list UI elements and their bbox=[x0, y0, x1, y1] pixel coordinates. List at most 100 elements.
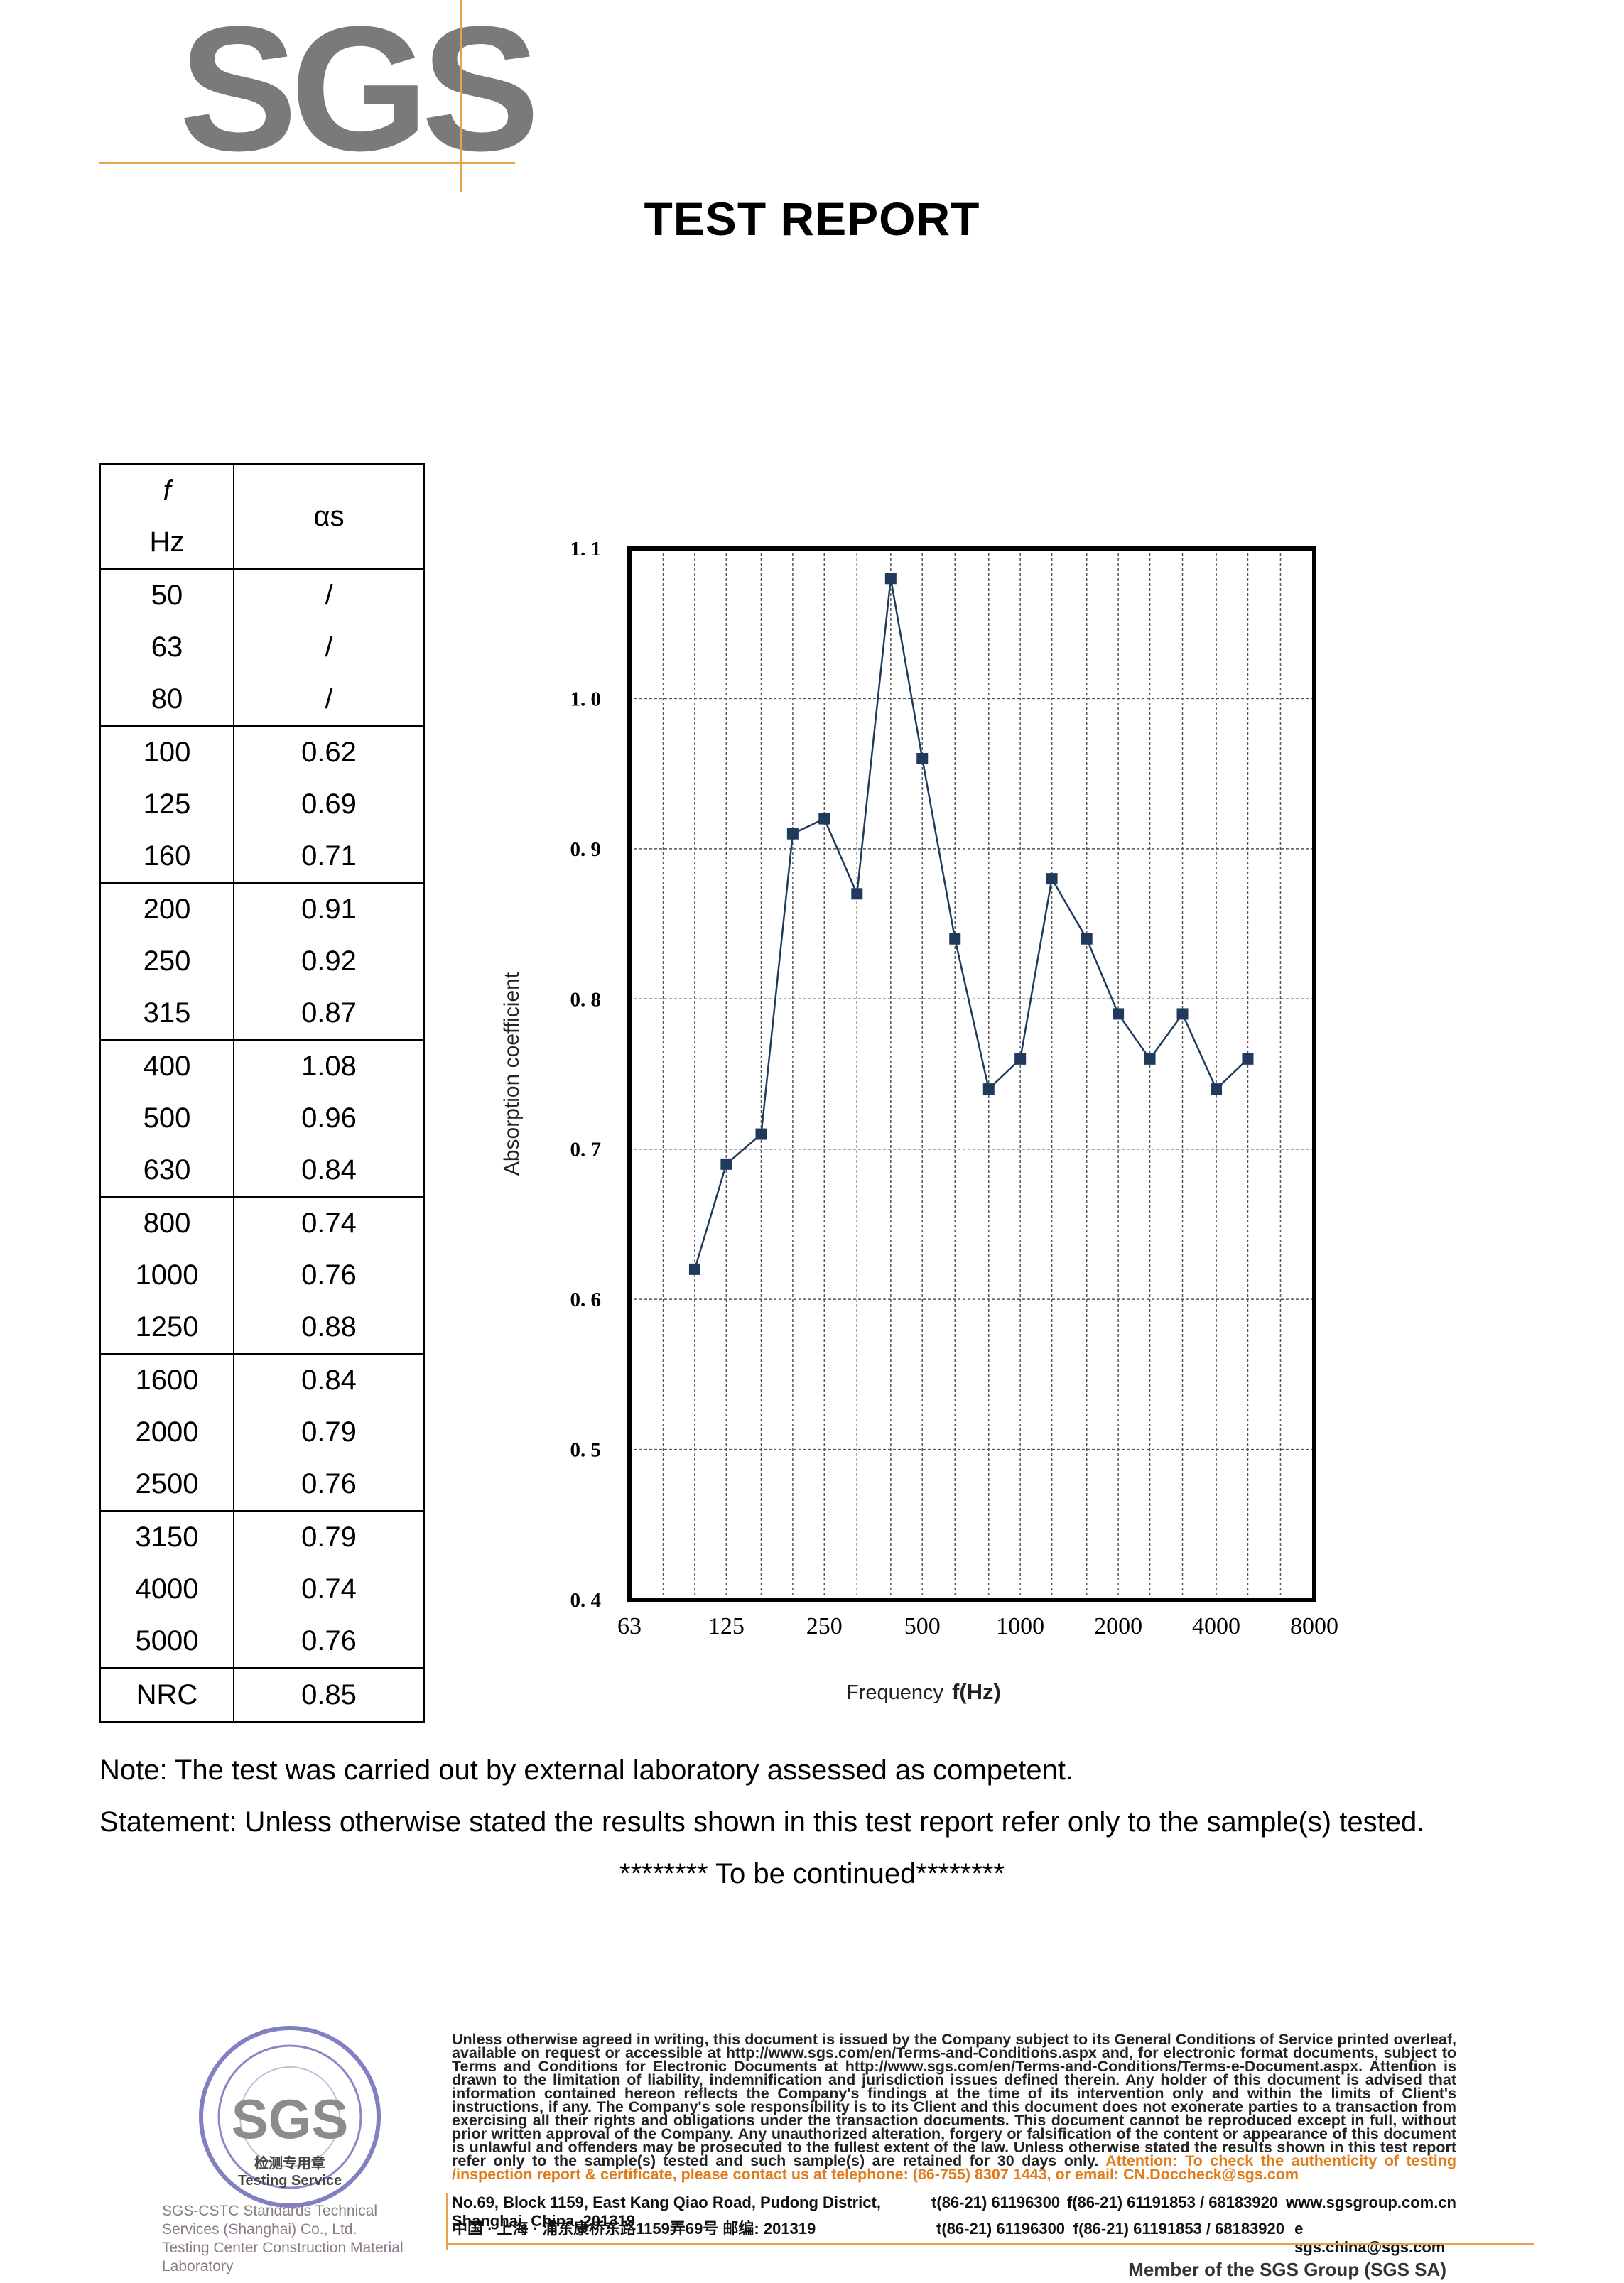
company-stamp: SGS 检测专用章 Testing Service bbox=[199, 2026, 381, 2208]
freq-cell: 250 bbox=[143, 945, 191, 977]
alpha-cell: 0.76 bbox=[301, 1259, 357, 1291]
x-axis-unit: f(Hz) bbox=[952, 1679, 1001, 1704]
freq-cell: 3150 bbox=[135, 1522, 199, 1553]
data-point bbox=[1113, 1008, 1125, 1020]
stamp-caption-2: Testing Center Construction Material Lab… bbox=[162, 2240, 404, 2274]
freq-cell: 500 bbox=[143, 1102, 191, 1134]
data-point bbox=[949, 933, 961, 945]
table-row-group: 3150 4000 5000 0.79 0.74 0.76 bbox=[99, 1510, 425, 1669]
alpha-cell: 0.69 bbox=[301, 788, 357, 820]
freq-cell: 5000 bbox=[135, 1625, 199, 1656]
y-tick-label: 0. 7 bbox=[570, 1139, 602, 1161]
y-tick-label: 1. 1 bbox=[570, 538, 602, 560]
logo-text: SGS bbox=[179, 0, 540, 188]
x-axis-label: Frequency bbox=[846, 1681, 944, 1704]
x-tick-label: 250 bbox=[806, 1613, 843, 1639]
data-point bbox=[1046, 873, 1058, 885]
table-row-group: 100 125 160 0.62 0.69 0.71 bbox=[99, 725, 425, 884]
absorption-table: f Hz αs 50 63 80 / / / 100 125 160 0.62 0.69 0.7… bbox=[99, 463, 425, 1723]
y-tick-label: 0. 8 bbox=[570, 988, 602, 1011]
address-cn: 中国 · 上海 · 浦东康桥东路1159弄69号 邮编: 201319 bbox=[452, 2220, 816, 2238]
website: www.sgsgroup.com.cn bbox=[1286, 2193, 1456, 2211]
nrc-value: 0.85 bbox=[233, 1667, 425, 1723]
legal-text: Unless otherwise agreed in writing, this… bbox=[452, 2031, 1456, 2169]
nrc-label: NRC bbox=[99, 1667, 234, 1723]
logo-underline bbox=[99, 162, 515, 164]
member-line: Member of the SGS Group (SGS SA) bbox=[1128, 2259, 1446, 2280]
table-row-group: 400 500 630 1.08 0.96 0.84 bbox=[99, 1039, 425, 1198]
y-axis-label: Absorption coefficient bbox=[500, 972, 524, 1176]
alpha-cell: 0.76 bbox=[301, 1468, 357, 1500]
page-title: TEST REPORT bbox=[644, 192, 980, 245]
freq-cell: 100 bbox=[143, 737, 191, 768]
x-tick-label: 4000 bbox=[1192, 1613, 1240, 1639]
alpha-cell: 0.62 bbox=[301, 737, 357, 768]
freq-cell: 125 bbox=[143, 788, 191, 820]
absorption-chart: 0. 4 0. 5 0. 6 0. 7 0. 8 0. 9 1. 0 1. 1 63 125 25… bbox=[500, 538, 1338, 1704]
data-point bbox=[1081, 933, 1093, 945]
y-tick-label: 0. 4 bbox=[570, 1589, 602, 1612]
data-point bbox=[688, 1263, 700, 1275]
table-row-group: 50 63 80 / / / bbox=[99, 568, 425, 727]
stamp-captions: SGS-CSTC Standards Technical Services (S… bbox=[162, 2202, 432, 2276]
table-header-alpha: αs bbox=[233, 463, 425, 570]
data-point bbox=[818, 813, 830, 825]
alpha-cell: / bbox=[325, 683, 333, 715]
alpha-cell: 0.88 bbox=[301, 1311, 357, 1343]
note-text: Note: The test was carried out by extern… bbox=[99, 1755, 1074, 1786]
alpha-cell: / bbox=[325, 580, 333, 611]
data-point bbox=[786, 828, 799, 840]
data-point bbox=[1176, 1008, 1189, 1020]
x-tick-label: 2000 bbox=[1094, 1613, 1142, 1639]
header-f-symbol: f bbox=[163, 475, 171, 506]
address-en: No.69, Block 1159, East Kang Qiao Road, … bbox=[452, 2193, 881, 2230]
address-block: No.69, Block 1159, East Kang Qiao Road, … bbox=[452, 2193, 1456, 2256]
data-point bbox=[851, 888, 863, 900]
freq-cell: 80 bbox=[151, 683, 183, 715]
legal-disclaimer: Unless otherwise agreed in writing, this… bbox=[452, 2031, 1456, 2183]
y-tick-label: 0. 6 bbox=[570, 1289, 602, 1311]
freq-cell: 800 bbox=[143, 1208, 191, 1239]
footer-rule bbox=[448, 2243, 1534, 2245]
alpha-cell: 0.79 bbox=[301, 1416, 357, 1448]
statement-text: Statement: Unless otherwise stated the r… bbox=[99, 1806, 1425, 1838]
y-tick-labels: 0. 4 0. 5 0. 6 0. 7 0. 8 0. 9 1. 0 1. 1 bbox=[570, 538, 602, 1612]
x-tick-label: 1000 bbox=[996, 1613, 1044, 1639]
y-tick-label: 0. 9 bbox=[570, 838, 602, 861]
y-tick-label: 1. 0 bbox=[570, 688, 602, 710]
alpha-cell: 0.96 bbox=[301, 1102, 357, 1134]
alpha-cell: 0.71 bbox=[301, 840, 357, 872]
data-point bbox=[1144, 1053, 1156, 1065]
data-point bbox=[720, 1158, 732, 1170]
address-divider bbox=[446, 2193, 448, 2250]
table-header-frequency: f Hz bbox=[99, 463, 234, 570]
data-point bbox=[1014, 1053, 1027, 1065]
freq-cell: 630 bbox=[143, 1154, 191, 1186]
x-tick-label: 125 bbox=[708, 1613, 745, 1639]
alpha-cell: / bbox=[325, 631, 333, 663]
alpha-cell: 0.79 bbox=[301, 1522, 357, 1553]
alpha-cell: 0.92 bbox=[301, 945, 357, 977]
data-point bbox=[884, 573, 897, 585]
data-point bbox=[755, 1128, 767, 1140]
email: e sgs.china@sgs.com bbox=[1294, 2220, 1446, 2256]
freq-cell: 2500 bbox=[135, 1468, 199, 1500]
data-point bbox=[916, 753, 929, 764]
stamp-center-text: SGS bbox=[232, 2088, 349, 2150]
y-tick-label: 0. 5 bbox=[570, 1439, 602, 1462]
alpha-cell: 0.74 bbox=[301, 1573, 357, 1605]
chart-frame bbox=[627, 546, 1316, 1602]
freq-cell: 4000 bbox=[135, 1573, 199, 1605]
freq-cell: 200 bbox=[143, 894, 191, 925]
x-tick-label: 8000 bbox=[1290, 1613, 1338, 1639]
freq-cell: 315 bbox=[143, 997, 191, 1029]
chart-grid bbox=[629, 548, 1314, 1600]
attention-text: Attention: To check the authenticity of … bbox=[452, 2152, 1456, 2183]
table-row-nrc: NRC 0.85 bbox=[99, 1667, 425, 1723]
alpha-cell: 0.84 bbox=[301, 1154, 357, 1186]
data-points bbox=[688, 573, 1254, 1275]
alpha-cell: 0.74 bbox=[301, 1208, 357, 1239]
freq-cell: 50 bbox=[151, 580, 183, 611]
x-tick-labels: 63 125 250 500 1000 2000 4000 8000 bbox=[617, 1613, 1338, 1639]
data-point bbox=[1211, 1083, 1223, 1095]
